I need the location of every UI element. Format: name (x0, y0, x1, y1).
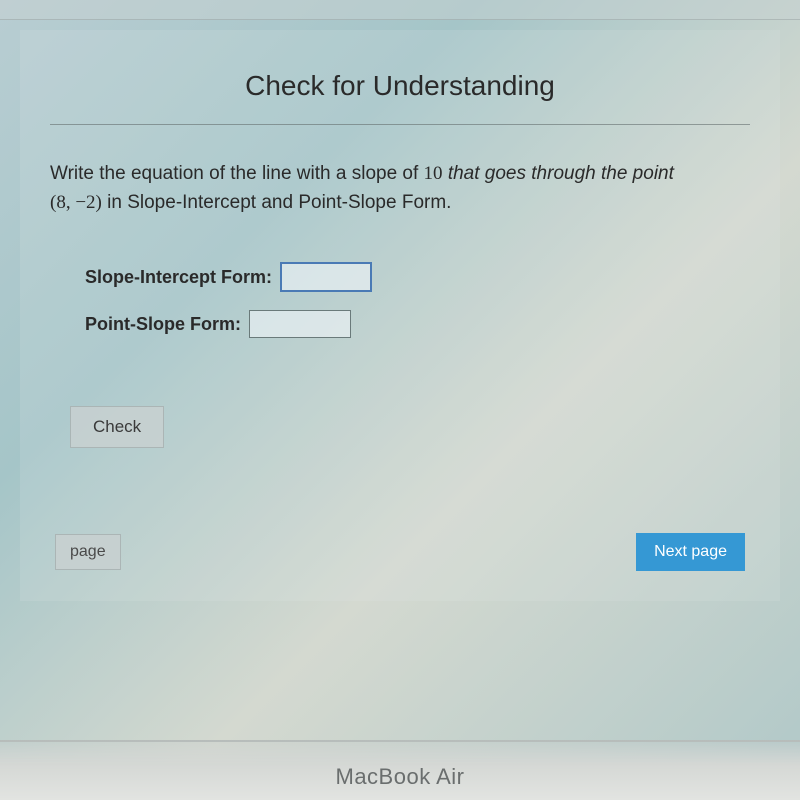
top-bar (0, 0, 800, 20)
question-point: (8, −2) (50, 192, 102, 213)
page-title: Check for Understanding (50, 70, 750, 102)
question-mid: that goes through the point (443, 163, 674, 184)
question-prefix: Write the equation of the line with a sl… (50, 163, 424, 184)
title-divider (50, 124, 750, 125)
content-panel: Check for Understanding Write the equati… (20, 30, 780, 601)
device-label: MacBook Air (336, 764, 465, 790)
point-slope-row: Point-Slope Form: (85, 310, 750, 338)
prev-page-button[interactable]: page (55, 534, 121, 570)
device-bezel: MacBook Air (0, 740, 800, 800)
nav-buttons: page Next page (50, 533, 750, 571)
question-slope: 10 (424, 163, 443, 184)
point-slope-label: Point-Slope Form: (85, 314, 241, 335)
check-button[interactable]: Check (70, 406, 164, 448)
question-text: Write the equation of the line with a sl… (50, 160, 750, 217)
slope-intercept-label: Slope-Intercept Form: (85, 267, 272, 288)
slope-intercept-row: Slope-Intercept Form: (85, 262, 750, 292)
next-page-button[interactable]: Next page (636, 533, 745, 571)
question-suffix: in Slope-Intercept and Point-Slope Form. (102, 192, 452, 213)
slope-intercept-input[interactable] (280, 262, 372, 292)
point-slope-input[interactable] (249, 310, 351, 338)
